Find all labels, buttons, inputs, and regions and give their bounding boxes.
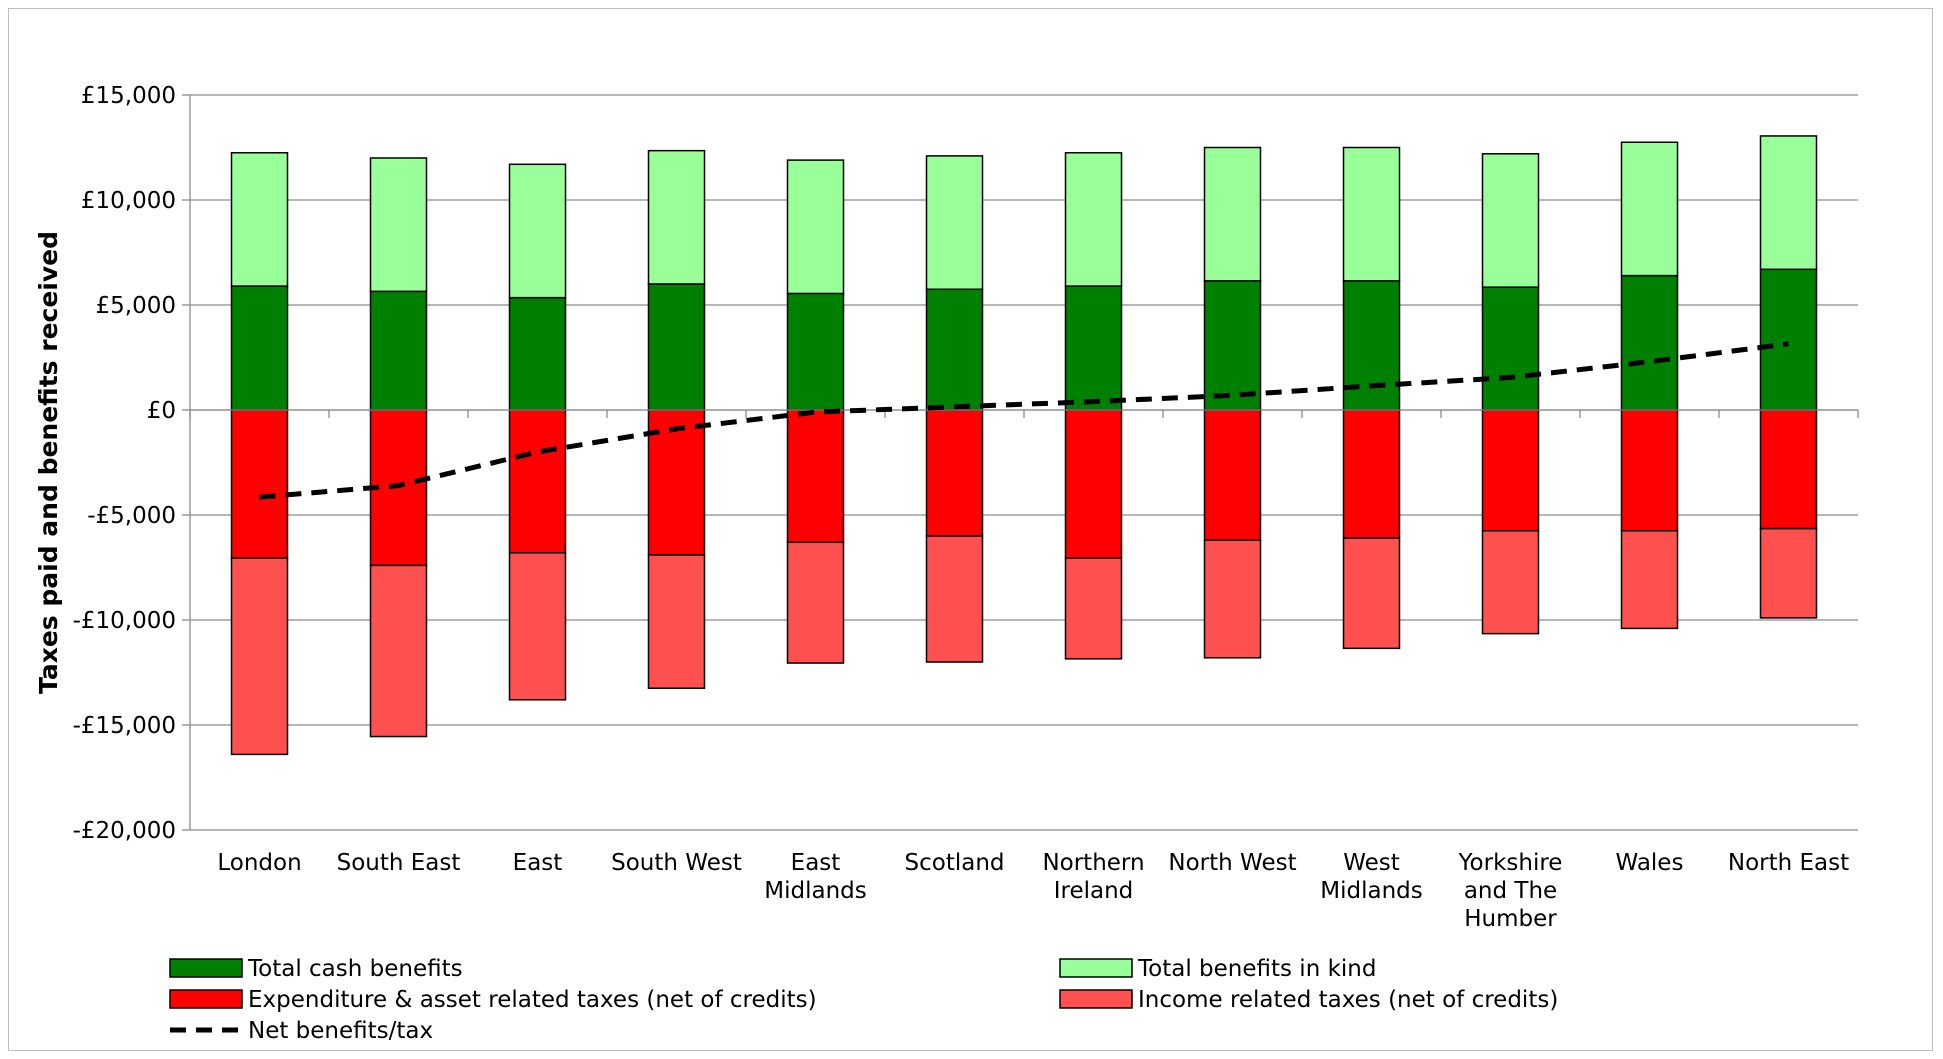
- bar-segment: [1481, 530, 1540, 635]
- x-category-label: North East: [1728, 850, 1849, 876]
- y-tick-label: -£15,000: [73, 713, 176, 739]
- bar-segment: [230, 152, 289, 287]
- bar-segment: [786, 292, 845, 411]
- bar-segment: [1481, 286, 1540, 411]
- bar-segment: [786, 541, 845, 664]
- y-tick-label: £0: [147, 398, 176, 424]
- x-category-label: Scotland: [905, 850, 1005, 876]
- bar-segment: [1620, 274, 1679, 411]
- net-benefits-line: [259, 341, 1789, 500]
- bar-segment: [1759, 409, 1818, 530]
- y-tick-label: £15,000: [81, 83, 176, 109]
- bar-segment: [1064, 285, 1123, 411]
- bar-segment: [369, 290, 428, 411]
- bar-segment: [925, 155, 984, 290]
- bar-segment: [1203, 146, 1262, 282]
- labels: £15,000 £10,000 £5,000 £0 -£5,000 -£10,000 -£1…: [34, 83, 1849, 932]
- legend-swatch: [1059, 958, 1133, 978]
- bar-segment: [230, 557, 289, 756]
- bar-segment: [1342, 280, 1401, 411]
- bar-segment: [1203, 539, 1262, 659]
- bars: [230, 135, 1818, 756]
- y-tick-label: -£10,000: [73, 608, 176, 634]
- y-tick-label: -£20,000: [73, 818, 176, 844]
- x-category-label: Yorkshire and The Humber: [1458, 850, 1563, 932]
- bar-segment: [508, 296, 567, 411]
- axes: [182, 94, 1859, 831]
- y-tick-label: -£5,000: [87, 503, 176, 529]
- bar-segment: [1620, 530, 1679, 630]
- bar-segment: [1759, 268, 1818, 411]
- bar-segment: [647, 554, 706, 690]
- net-line-layer: [259, 341, 1789, 500]
- bar-segment: [1203, 280, 1262, 411]
- gridlines: [190, 94, 1858, 831]
- legend-label: Expenditure & asset related taxes (net o…: [248, 987, 817, 1013]
- bar-segment: [925, 535, 984, 663]
- bar-segment: [1759, 527, 1818, 619]
- bar-segment: [1481, 153, 1540, 288]
- x-category-label: South East: [337, 850, 461, 876]
- x-category-label: Northern Ireland: [1042, 850, 1144, 904]
- bar-segment: [1620, 409, 1679, 532]
- bar-segment: [647, 283, 706, 411]
- bar-segment: [230, 409, 289, 559]
- bar-segment: [925, 288, 984, 411]
- y-tick-label: £5,000: [96, 293, 176, 319]
- bar-segment: [1620, 141, 1679, 277]
- bar-segment: [230, 285, 289, 411]
- bar-segment: [1342, 146, 1401, 282]
- bar-segment: [1759, 135, 1818, 271]
- legend: Total cash benefits Total benefits in kin…: [169, 956, 1558, 1044]
- bar-segment: [1203, 409, 1262, 541]
- bar-segment: [925, 409, 984, 537]
- bar-segment: [1064, 409, 1123, 559]
- bar-segment: [786, 409, 845, 544]
- bar-segment: [508, 409, 567, 554]
- legend-label: Income related taxes (net of credits): [1138, 987, 1558, 1013]
- y-axis-title: Taxes paid and benefits received: [34, 231, 63, 694]
- x-category-label: North West: [1168, 850, 1296, 876]
- x-category-label: West Midlands: [1320, 850, 1422, 904]
- bar-segment: [1481, 409, 1540, 532]
- x-category-label: Wales: [1616, 850, 1684, 876]
- bar-segment: [1064, 152, 1123, 287]
- bar-segment: [508, 552, 567, 701]
- x-category-label: East Midlands: [764, 850, 866, 904]
- legend-swatch: [169, 989, 243, 1009]
- bar-segment: [369, 564, 428, 738]
- x-category-label: London: [217, 850, 301, 876]
- legend-swatch: [1059, 989, 1133, 1009]
- bar-segment: [786, 159, 845, 295]
- bar-segment: [1342, 409, 1401, 539]
- legend-label: Total cash benefits: [247, 956, 463, 982]
- bar-segment: [647, 149, 706, 285]
- bar-segment: [369, 157, 428, 293]
- y-tick-label: £10,000: [81, 188, 176, 214]
- legend-label: Net benefits/tax: [248, 1018, 433, 1044]
- legend-swatch: [169, 958, 243, 978]
- bar-segment: [1064, 557, 1123, 660]
- legend-label: Total benefits in kind: [1137, 956, 1376, 982]
- bar-segment: [508, 163, 567, 299]
- x-category-label: East: [513, 850, 563, 876]
- x-category-label: South West: [611, 850, 742, 876]
- bar-segment: [1342, 537, 1401, 650]
